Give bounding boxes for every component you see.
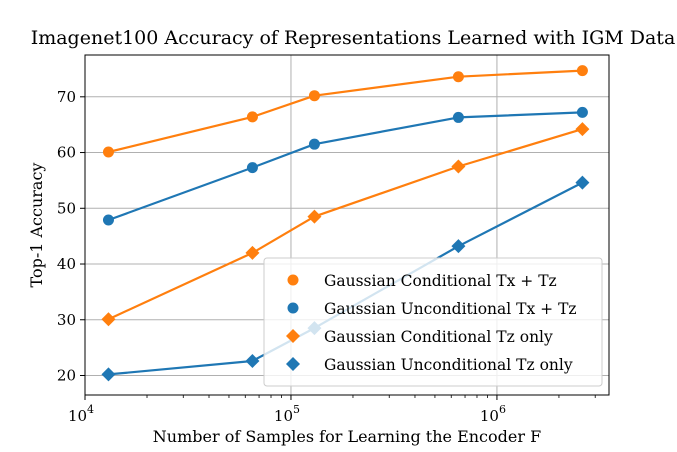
legend: Gaussian Conditional Tx + Tz Gaussian Unc… — [263, 257, 603, 387]
x-tick-exponent: 5 — [293, 403, 300, 416]
series-group — [102, 106, 588, 226]
data-point — [308, 138, 320, 150]
x-tick-base: 10 — [68, 407, 87, 425]
y-axis-label: Top-1 Accuracy — [27, 163, 46, 288]
chart-title: Imagenet100 Accuracy of Representations … — [31, 27, 676, 49]
legend-marker — [286, 357, 300, 371]
x-tick-base: 10 — [480, 407, 499, 425]
series-group — [102, 65, 588, 158]
data-point — [575, 122, 590, 137]
x-tick-exponent: 4 — [87, 403, 94, 416]
x-tick-label: 105 — [274, 403, 300, 425]
data-point — [101, 367, 116, 382]
data-point — [451, 159, 466, 174]
data-point — [246, 111, 258, 123]
x-tick-label: 106 — [480, 403, 506, 425]
data-point — [451, 239, 466, 254]
legend-box — [263, 257, 603, 387]
data-point — [452, 111, 464, 123]
y-tick-label: 20 — [57, 366, 76, 384]
legend-label: Gaussian Unconditional Tz only — [324, 356, 573, 374]
data-point — [308, 90, 320, 102]
y-tick-label: 50 — [57, 199, 76, 217]
y-tick-label: 40 — [57, 255, 76, 273]
data-point — [452, 71, 464, 83]
x-tick-exponent: 6 — [499, 403, 506, 416]
data-point — [101, 312, 116, 327]
data-point — [246, 162, 258, 174]
x-axis-label: Number of Samples for Learning the Encod… — [153, 427, 541, 446]
data-point — [102, 146, 114, 158]
legend-marker — [287, 302, 299, 314]
legend-marker — [287, 274, 299, 286]
y-tick-label: 70 — [57, 88, 76, 106]
data-point — [245, 245, 260, 260]
legend-label: Gaussian Conditional Tx + Tz — [324, 272, 557, 290]
series-group — [101, 122, 590, 327]
data-point — [575, 175, 590, 190]
data-point — [102, 214, 114, 226]
plot-frame — [84, 54, 610, 396]
x-tick-base: 10 — [274, 407, 293, 425]
data-point — [307, 209, 322, 224]
y-tick-label: 60 — [57, 144, 76, 162]
series-line — [108, 69, 583, 154]
y-tick-label: 30 — [57, 311, 76, 329]
x-tick-label: 104 — [68, 403, 94, 425]
legend-marker — [286, 329, 300, 343]
legend-label: Gaussian Unconditional Tx + Tz — [324, 300, 577, 318]
data-point — [576, 106, 588, 118]
series-line — [108, 111, 583, 222]
legend-label: Gaussian Conditional Tz only — [324, 328, 553, 346]
data-point — [576, 65, 588, 77]
data-point — [245, 354, 260, 368]
